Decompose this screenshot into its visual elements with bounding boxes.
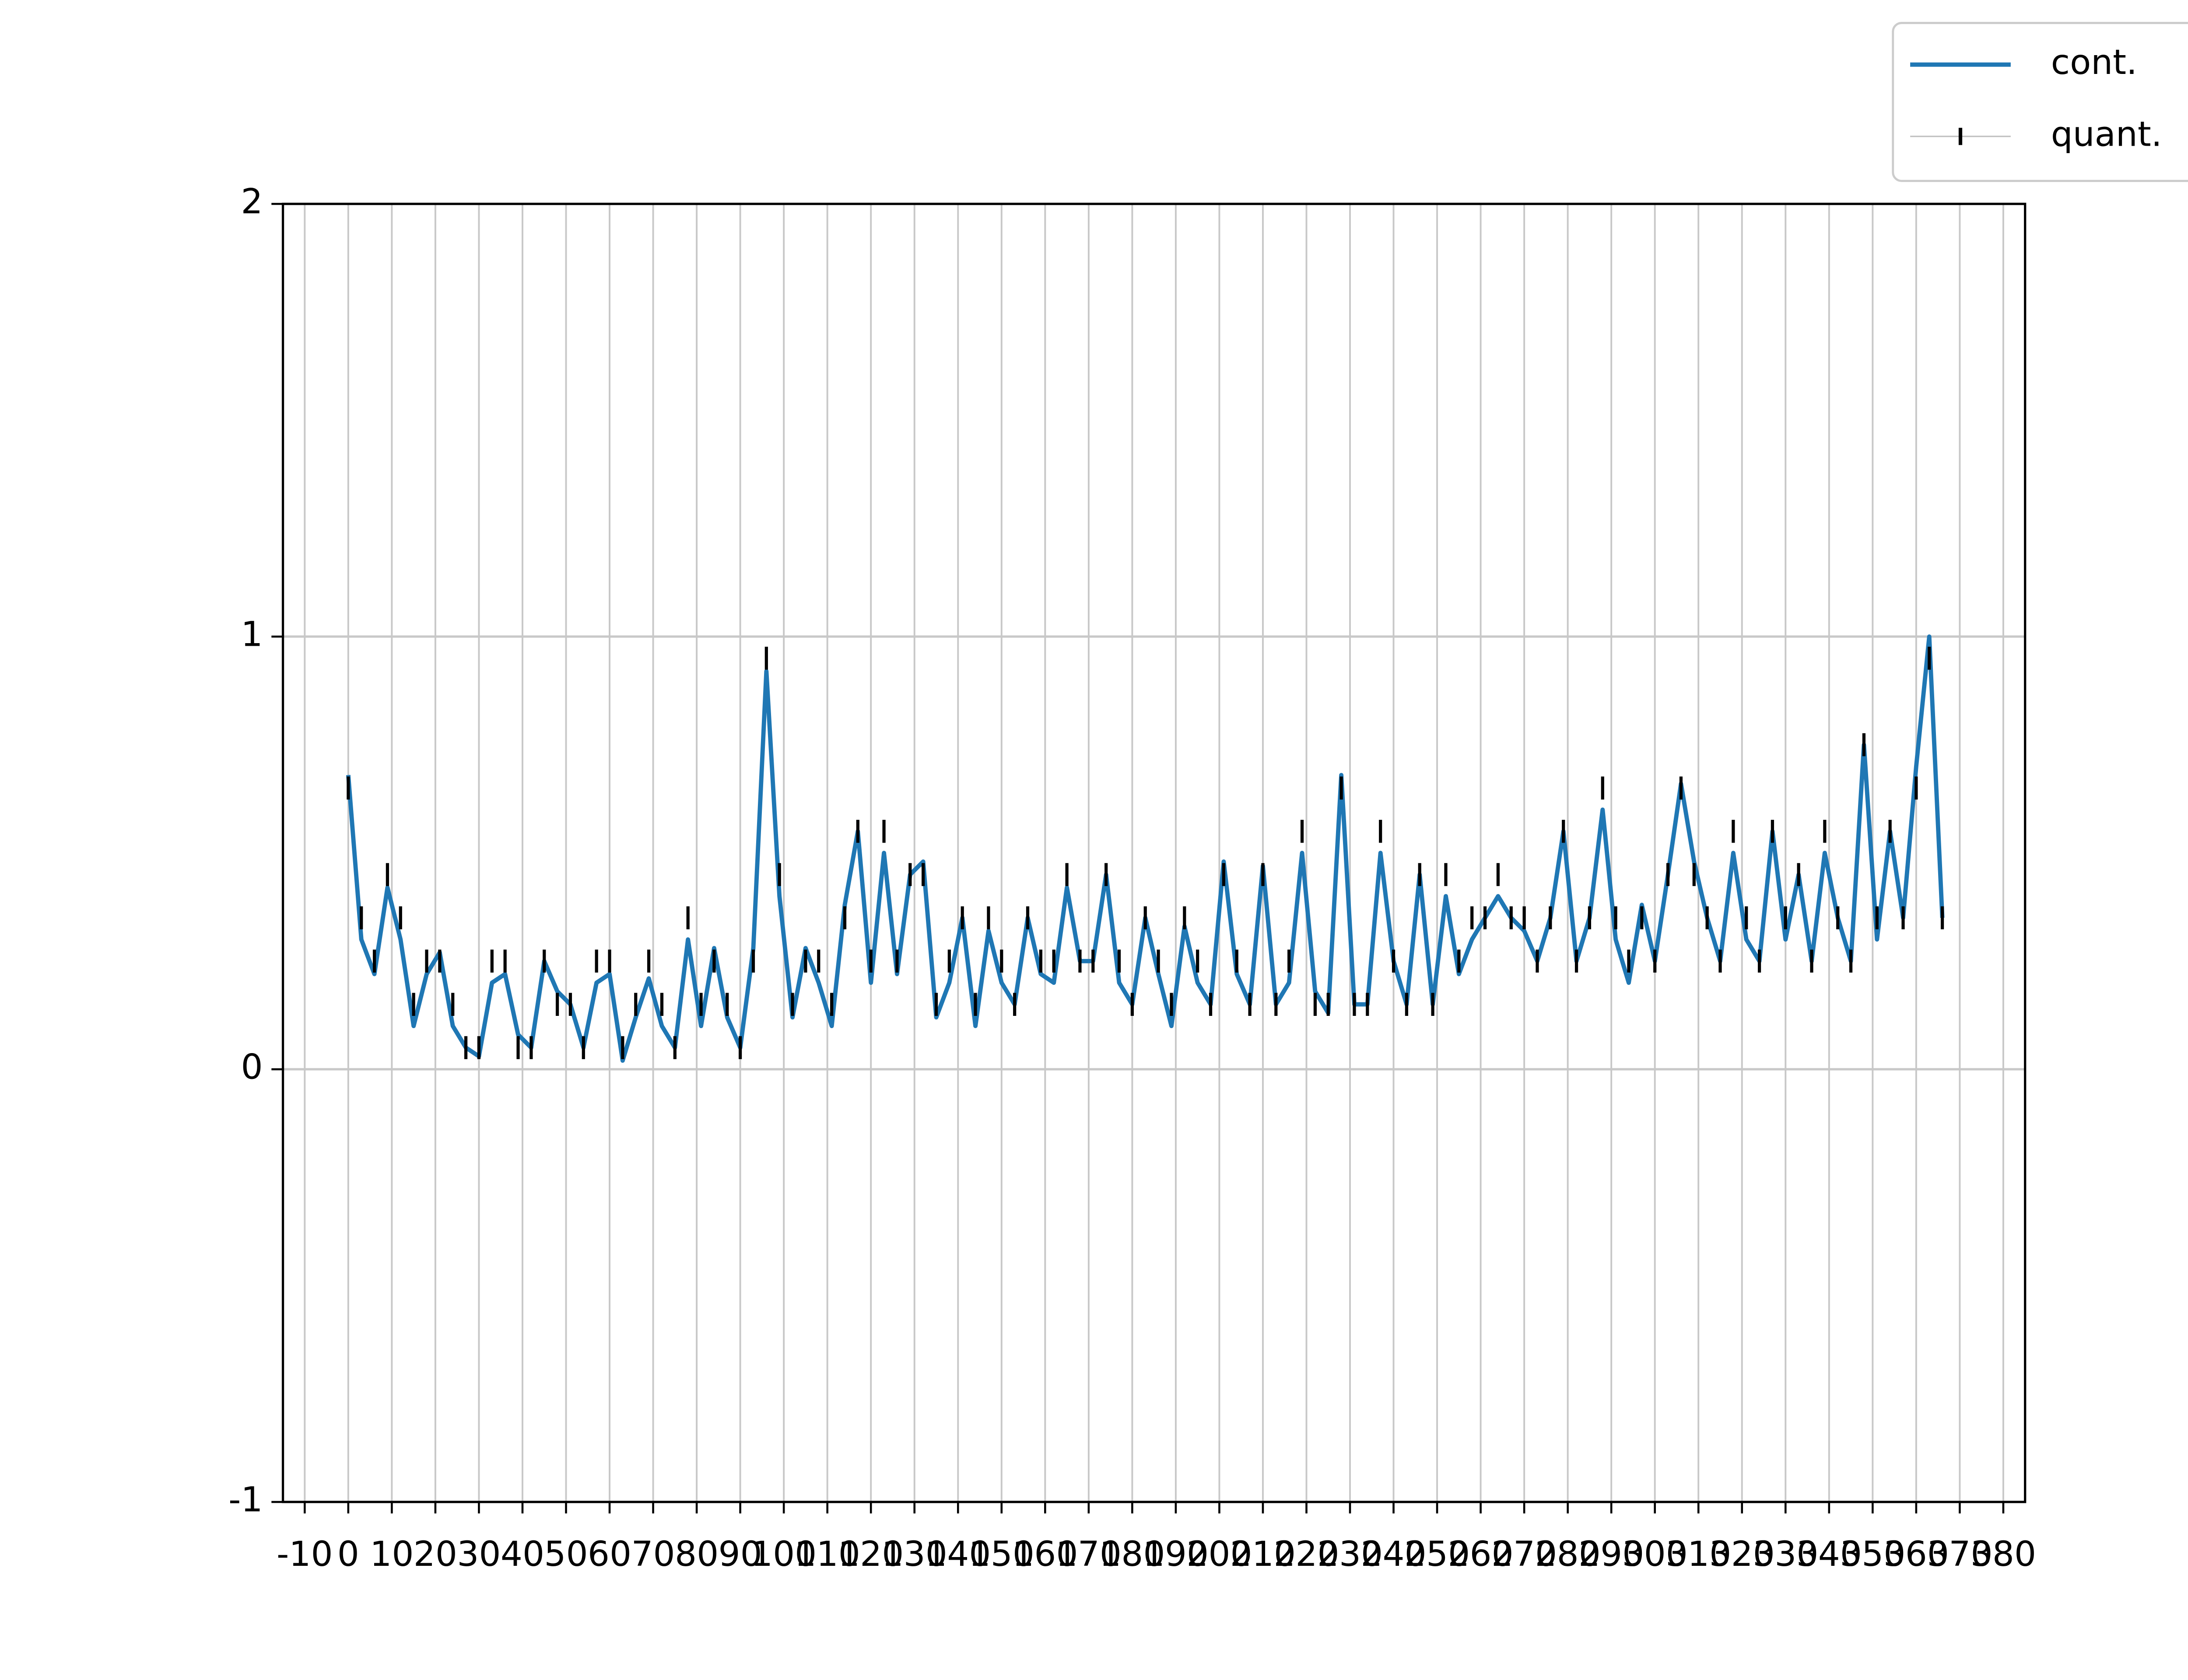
x-tick-label: 90 <box>719 1534 762 1574</box>
y-tick-label: 2 <box>241 182 263 222</box>
x-tick-label: 130 <box>882 1534 947 1574</box>
x-tick-label: 140 <box>925 1534 991 1574</box>
x-tick-label: 340 <box>1796 1534 1862 1574</box>
x-tick-label: 230 <box>1317 1534 1383 1574</box>
x-tick-label: 60 <box>588 1534 631 1574</box>
x-tick-label: 210 <box>1230 1534 1296 1574</box>
legend-box <box>1892 22 2188 182</box>
axes-frame <box>281 203 2027 1503</box>
x-tick-label: 290 <box>1578 1534 1644 1574</box>
x-tick-label: 220 <box>1273 1534 1339 1574</box>
x-tick-label: 270 <box>1491 1534 1557 1574</box>
x-tick-label: 350 <box>1840 1534 1905 1574</box>
x-tick-label: 110 <box>795 1534 860 1574</box>
x-tick-label: 40 <box>501 1534 544 1574</box>
x-tick-label: 250 <box>1404 1534 1470 1574</box>
x-tick-label: 260 <box>1448 1534 1513 1574</box>
x-tick-label: 320 <box>1709 1534 1775 1574</box>
y-tick-label: -1 <box>228 1479 263 1519</box>
x-tick-label: 80 <box>675 1534 719 1574</box>
x-tick-label: -10 <box>277 1534 333 1574</box>
x-tick-label: 170 <box>1056 1534 1122 1574</box>
legend-label: quant. <box>2051 114 2162 154</box>
x-tick-label: 300 <box>1622 1534 1688 1574</box>
x-tick-label: 120 <box>838 1534 904 1574</box>
x-tick-label: 380 <box>1971 1534 2036 1574</box>
x-tick-label: 70 <box>631 1534 675 1574</box>
x-tick-label: 370 <box>1927 1534 1992 1574</box>
x-tick-label: 310 <box>1666 1534 1731 1574</box>
legend: cont. quant. <box>1892 22 2188 182</box>
x-tick-label: 20 <box>414 1534 457 1574</box>
x-tick-label: 30 <box>457 1534 501 1574</box>
y-tick-label: 0 <box>241 1047 263 1087</box>
x-tick-label: 160 <box>1012 1534 1078 1574</box>
x-tick-label: 360 <box>1883 1534 1949 1574</box>
x-tick-label: 0 <box>337 1534 359 1574</box>
x-tick-label: 100 <box>751 1534 817 1574</box>
x-tick-label: 50 <box>544 1534 588 1574</box>
grid <box>283 203 2025 1503</box>
y-tick-label: 1 <box>241 614 263 654</box>
x-tick-label: 240 <box>1360 1534 1426 1574</box>
x-tick-label: 280 <box>1535 1534 1600 1574</box>
legend-label: cont. <box>2051 42 2137 82</box>
x-tick-label: 150 <box>969 1534 1034 1574</box>
x-tick-label: 180 <box>1099 1534 1165 1574</box>
x-tick-label: 330 <box>1753 1534 1818 1574</box>
plot-area <box>346 634 1945 1063</box>
x-tick-label: 10 <box>370 1534 414 1574</box>
x-tick-label: 190 <box>1143 1534 1209 1574</box>
x-tick-label: 200 <box>1186 1534 1252 1574</box>
